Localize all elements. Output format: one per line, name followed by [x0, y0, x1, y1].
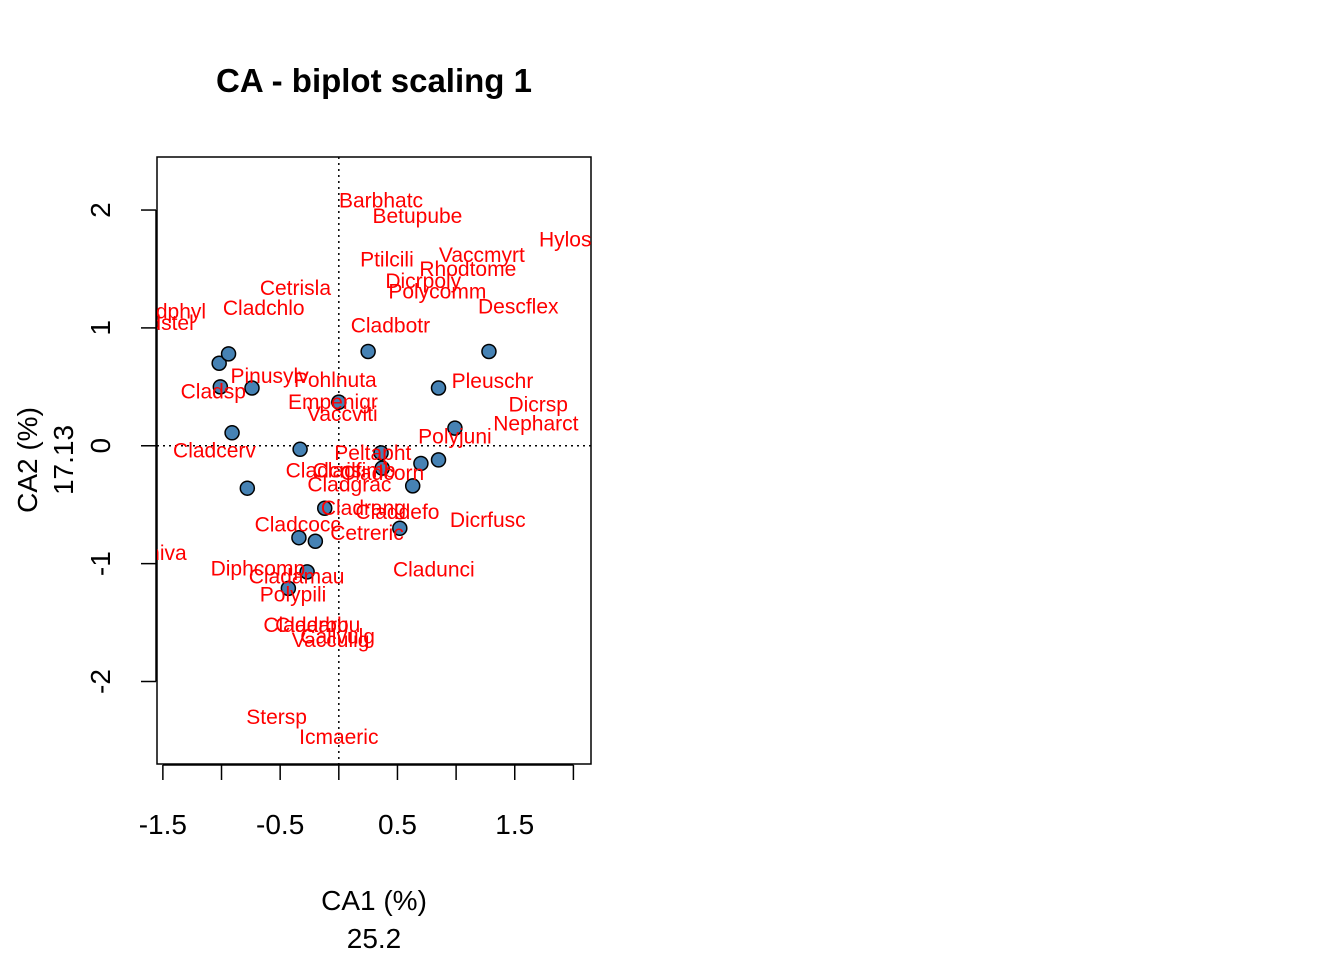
species-label: Vacculig — [292, 629, 370, 652]
x-axis: -1.5 -0.5 0.5 1.5 — [139, 764, 575, 840]
species-label: Polypili — [260, 583, 327, 606]
site-point — [481, 343, 497, 360]
x-tick-label: 0.5 — [378, 809, 417, 840]
site-point — [299, 564, 315, 580]
site-point — [413, 455, 429, 472]
species-label: Cladunci — [393, 559, 475, 582]
species-label: Cladbotr — [351, 315, 430, 338]
species-label: Cladrang — [321, 497, 406, 520]
species-label: Cladsp — [181, 381, 246, 404]
site-point — [212, 379, 229, 395]
species-label: Pleuschr — [452, 370, 534, 393]
site-point — [404, 478, 421, 494]
species-label: Icmaeric — [299, 726, 378, 749]
site-point — [316, 500, 333, 516]
species-label: Polyjuni — [418, 425, 492, 448]
chart-title: CA - biplot scaling 1 — [216, 62, 532, 99]
plot-frame — [156, 156, 592, 765]
species-label: Cladarbu — [275, 614, 360, 637]
site-point — [280, 580, 297, 597]
species-label: Dicrpoly — [385, 270, 461, 293]
species-label: Barbhatc — [339, 190, 423, 213]
species-label: Vaccviti — [307, 403, 378, 426]
site-point — [220, 346, 237, 362]
x-axis-title: CA1 (%) — [321, 885, 427, 916]
y-tick-label: 1 — [85, 320, 116, 336]
species-label: Cetrisla — [260, 277, 332, 300]
site-point — [430, 452, 447, 468]
species-label: Rhodtome — [419, 258, 516, 281]
species-label: Cladchlo — [223, 297, 305, 320]
species-label: Empenigr — [288, 391, 378, 414]
site-point — [430, 380, 447, 396]
species-label: Cladcorn — [340, 462, 424, 485]
species-label: Cladcocc — [255, 514, 341, 537]
species-label: Callvulg — [300, 626, 375, 649]
x-tick-label: -1.5 — [139, 809, 187, 840]
site-point — [239, 480, 256, 496]
species-label: Cladarbu — [263, 614, 348, 637]
species-label: Peltapht — [334, 442, 411, 465]
site-point — [211, 355, 227, 372]
reference-lines — [157, 157, 591, 764]
species-label: Cladgrac — [307, 474, 391, 497]
species-label: Dicrsp — [508, 394, 568, 417]
site-point — [224, 425, 240, 441]
y-axis-value: 17.13 — [48, 425, 79, 495]
species-label: Cladcerv — [173, 439, 256, 462]
species-label: Descflex — [478, 296, 559, 319]
species-label: Claddefo — [355, 501, 439, 524]
site-point — [292, 441, 308, 458]
site-point — [244, 380, 260, 396]
site-points — [211, 343, 497, 597]
species-label: Pinusylv — [231, 365, 310, 388]
species-label: Hylospl — [539, 229, 608, 252]
species-label: Pohlnuta — [294, 369, 377, 392]
site-point — [331, 394, 347, 410]
species-label: Cladstel — [118, 312, 194, 335]
y-axis: -2 -1 0 1 2 — [85, 202, 157, 694]
x-axis-value: 25.2 — [347, 923, 402, 954]
site-point — [307, 533, 324, 549]
species-label: Cladphyl — [124, 300, 206, 323]
species-label: Flavniva — [109, 542, 188, 565]
species-label: Polycomm — [388, 280, 486, 303]
y-tick-label: 0 — [85, 438, 116, 454]
species-label: Diphcomp — [211, 557, 306, 580]
species-label: Vaccmyrt — [439, 244, 525, 267]
y-tick-label: -2 — [85, 669, 116, 694]
y-tick-label: -1 — [85, 551, 116, 576]
species-label: Stersp — [246, 706, 307, 729]
y-axis-title: CA2 (%) — [12, 407, 43, 513]
site-point — [291, 529, 307, 546]
site-point — [373, 445, 389, 461]
species-label: Cetreric — [330, 522, 404, 545]
species-label: Cladcris — [286, 460, 362, 483]
species-label: Cladfimb — [313, 460, 396, 483]
x-tick-label: 1.5 — [495, 809, 534, 840]
y-tick-label: 2 — [85, 202, 116, 218]
site-point — [374, 460, 390, 476]
site-point — [447, 420, 463, 436]
species-label: Betupube — [372, 205, 462, 228]
species-label: Cladamau — [249, 566, 345, 589]
species-label: Dicrfusc — [450, 509, 526, 532]
species-label: Ptilcili — [360, 249, 414, 272]
species-label: Nepharct — [493, 412, 578, 435]
site-point — [392, 520, 408, 537]
site-point — [360, 343, 376, 360]
x-tick-label: -0.5 — [256, 809, 304, 840]
